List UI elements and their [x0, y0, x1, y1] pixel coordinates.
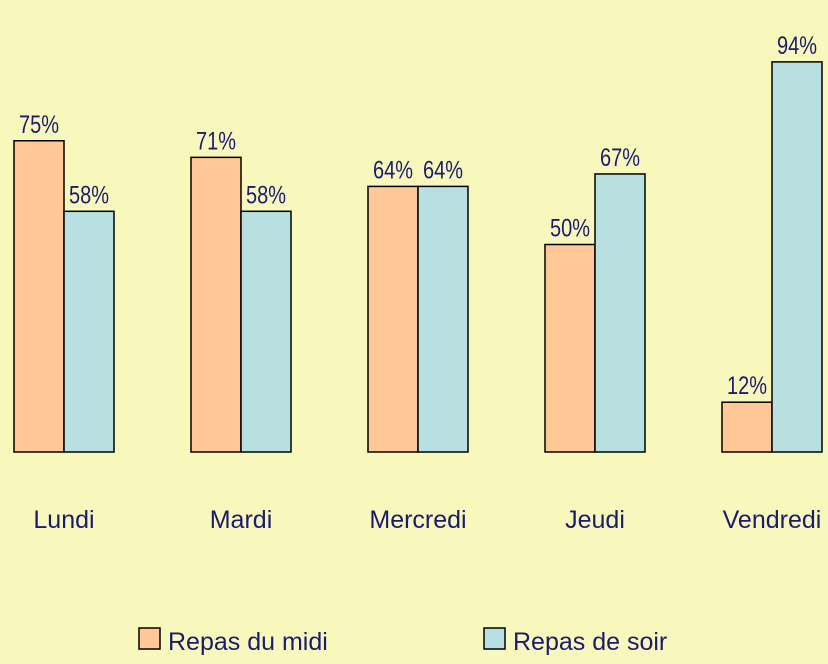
bar	[417, 185, 469, 453]
legend-swatch	[483, 627, 506, 650]
x-tick-label: Vendredi	[723, 506, 822, 534]
bar	[721, 401, 773, 453]
data-label: 64%	[423, 156, 463, 184]
bar	[190, 156, 242, 453]
bar	[594, 173, 646, 453]
x-tick-label: Mercredi	[369, 506, 466, 534]
data-label: 67%	[600, 144, 640, 172]
x-tick-label: Mardi	[210, 506, 273, 534]
data-label: 75%	[19, 111, 59, 139]
data-label: 71%	[196, 127, 236, 155]
data-label: 58%	[69, 181, 109, 209]
data-label: 50%	[550, 215, 590, 243]
bar	[544, 243, 596, 453]
bar	[13, 140, 65, 453]
legend-label: Repas de soir	[513, 628, 667, 656]
legend-label: Repas du midi	[168, 628, 328, 656]
bar	[771, 61, 823, 453]
data-label: 64%	[373, 156, 413, 184]
bar	[240, 210, 292, 453]
legend-swatch	[138, 627, 161, 650]
data-label: 12%	[727, 372, 767, 400]
x-tick-label: Jeudi	[565, 506, 625, 534]
bar	[63, 210, 115, 453]
x-tick-label: Lundi	[33, 506, 94, 534]
data-label: 58%	[246, 181, 286, 209]
data-label: 94%	[777, 32, 817, 60]
bar	[367, 185, 419, 453]
